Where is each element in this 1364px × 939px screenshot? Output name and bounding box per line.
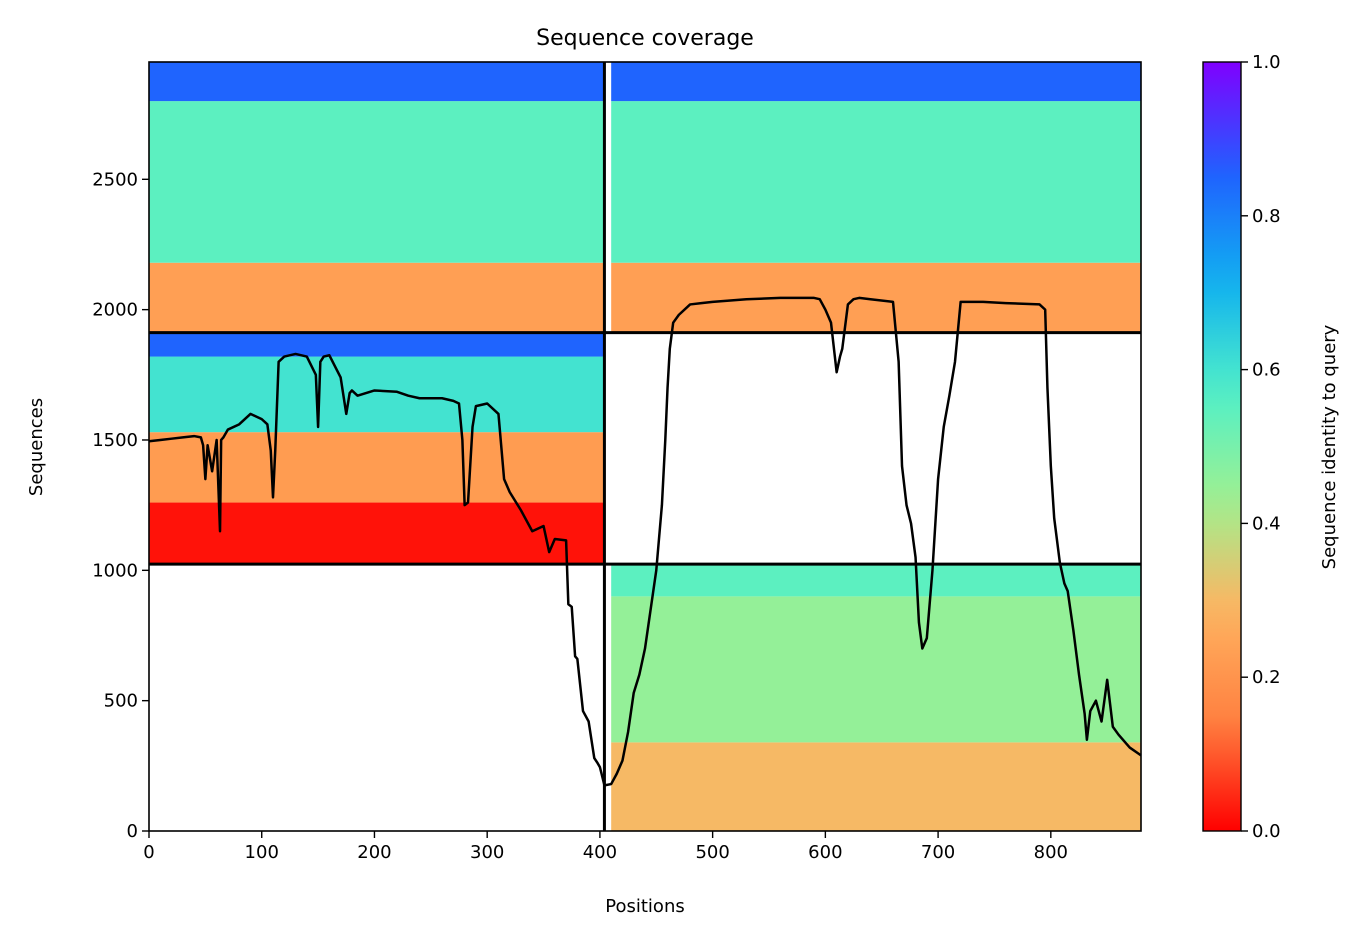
colorbar-label: Sequence identity to query	[1319, 324, 1340, 569]
plot-area	[148, 61, 1142, 832]
coverage-band-2-2	[149, 356, 605, 433]
x-tick-label-3: 300	[470, 842, 504, 863]
y-axis-label: Sequences	[26, 398, 47, 496]
x-tick-label-2: 200	[357, 842, 391, 863]
y-tick-label-3: 1500	[92, 430, 138, 451]
plot-frame	[148, 61, 1142, 832]
coverage-band-1-1	[611, 101, 1141, 263]
chart-title: Sequence coverage	[536, 26, 754, 51]
y-tick-label-2: 1000	[92, 560, 138, 581]
coverage-band-2-3	[149, 332, 605, 357]
x-tick-label-6: 600	[808, 842, 842, 863]
y-tick-label-5: 2500	[92, 169, 138, 190]
colorbar-tick-label-2: 0.4	[1252, 513, 1281, 534]
coverage-band-1-0	[611, 262, 1141, 333]
x-tick-label-8: 800	[1034, 842, 1068, 863]
coverage-band-0-2	[149, 62, 605, 102]
coverage-band-3-1	[611, 596, 1141, 743]
coverage-band-0-0	[149, 262, 605, 333]
colorbar-gradient	[1202, 61, 1242, 832]
colorbar-tick-label-3: 0.6	[1252, 360, 1281, 381]
x-tick-label-0: 0	[143, 842, 154, 863]
coverage-band-0-1	[149, 101, 605, 263]
y-tick-label-4: 2000	[92, 300, 138, 321]
x-axis-label: Positions	[605, 896, 684, 917]
coverage-band-3-2	[611, 564, 1141, 597]
colorbar-tick-label-0: 0.0	[1252, 821, 1281, 842]
colorbar: 0.0 0.2 0.4 0.6 0.8 1.0	[1202, 52, 1281, 842]
x-tick-label-7: 700	[921, 842, 955, 863]
coverage-band-3-0	[611, 742, 1141, 831]
x-tick-label-5: 500	[695, 842, 729, 863]
y-axis: 0 500 1000 1500 2000 2500	[92, 169, 149, 842]
x-axis: 0 100 200 300 400 500 600 700 800	[143, 831, 1068, 863]
coverage-band-1-2	[611, 62, 1141, 102]
y-tick-label-0: 0	[127, 821, 138, 842]
y-tick-label-1: 500	[104, 691, 138, 712]
x-tick-label-1: 100	[245, 842, 279, 863]
colorbar-tick-label-1: 0.2	[1252, 667, 1281, 688]
x-tick-label-4: 400	[583, 842, 617, 863]
coverage-line-0	[148, 296, 1142, 787]
colorbar-tick-label-4: 0.8	[1252, 206, 1281, 227]
colorbar-tick-label-5: 1.0	[1252, 52, 1281, 73]
coverage-band-2-1	[149, 432, 605, 503]
coverage-band-2-0	[149, 502, 605, 565]
